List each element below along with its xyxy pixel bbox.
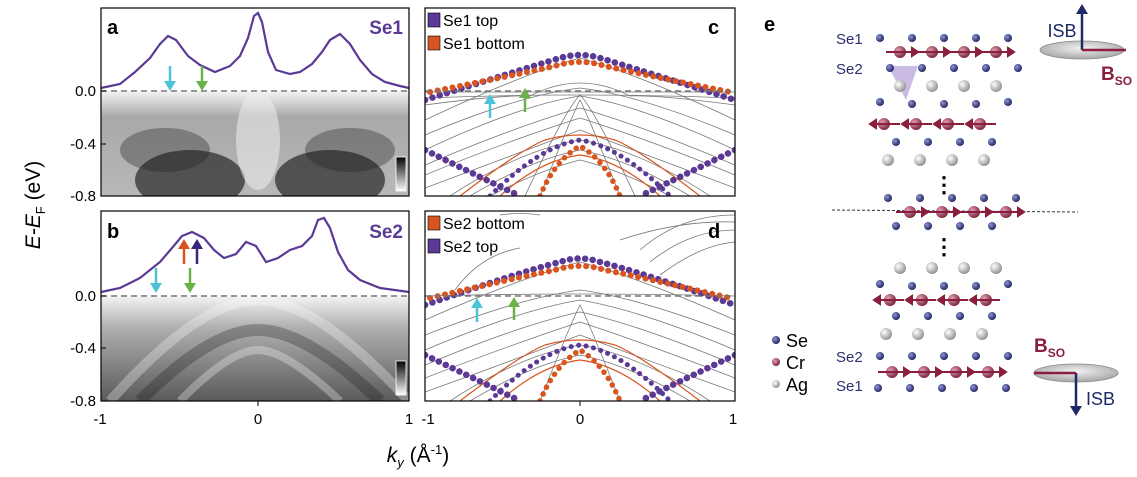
bso-label-top: BSO (1101, 64, 1132, 88)
y-tick-top-2: -0.8 (70, 188, 96, 205)
panel-c-weights (425, 51, 735, 196)
panel-c-frame (424, 7, 736, 197)
y-tick-marks (101, 90, 581, 406)
isb-diagram-top: ISB BSO (1039, 4, 1132, 88)
panel-d-weights (425, 255, 735, 401)
x-tick-cd-0: -1 (421, 411, 434, 428)
legend-cr-label: Cr (786, 353, 805, 373)
panel-b-orange-arrow (178, 239, 190, 264)
panel-b-edc-curve (100, 216, 410, 294)
label-se2-bottom: Se2 (836, 349, 863, 366)
panel-c-legend-swatch-top (427, 12, 441, 28)
x-tick-cd-2: 1 (729, 411, 737, 428)
y-tick-top-0: 0.0 (75, 83, 96, 100)
panel-b-green-arrow (184, 268, 196, 293)
bso-label-bottom: BSO (1034, 336, 1065, 360)
panel-d-letter: d (708, 221, 720, 243)
panel-c-legend-swatch-bottom (427, 35, 441, 51)
isb-label-top: ISB (1047, 21, 1076, 41)
panel-b-bands (106, 294, 409, 401)
legend-se-atom (772, 336, 780, 344)
panel-c-green-arrow (519, 88, 531, 112)
x-axis-label: ky (Å-1) (387, 442, 449, 470)
panel-c-legend-top: Se1 top (443, 13, 498, 30)
panel-e: e Se1 Se2 Se2 Se1 (764, 4, 1132, 416)
isb-label-bottom: ISB (1086, 389, 1115, 409)
panel-a: a Se1 (100, 7, 410, 197)
panel-d-legend-swatch-bottom (427, 215, 441, 231)
label-se1-bottom: Se1 (836, 378, 863, 395)
atom-layer-bottom (872, 262, 1012, 392)
x-tick-ab-1: 0 (254, 411, 262, 428)
legend-ag-label: Ag (786, 375, 808, 395)
x-tick-ab-0: -1 (93, 411, 106, 428)
panel-b-letter: b (107, 221, 119, 243)
panel-b-arpes-image (101, 295, 409, 401)
y-axis-label: E-EF (eV) (22, 161, 48, 249)
panel-d-green-arrow (508, 297, 520, 320)
panel-d-legend-bottom: Se2 bottom (443, 216, 525, 233)
atom-layer-middle (831, 194, 1079, 230)
legend-ag-atom (772, 380, 780, 388)
panel-d: Se2 bottom Se2 top d (424, 210, 736, 402)
y-tick-bot-1: -0.4 (70, 340, 96, 357)
panel-a-frame (100, 7, 410, 197)
isb-diagram-bottom: BSO ISB (1033, 336, 1119, 416)
panel-c-orange-bands (459, 134, 701, 196)
panel-d-cyan-arrow (471, 298, 483, 322)
atom-layer-top (868, 34, 1022, 166)
panel-a-green-arrow (196, 66, 208, 91)
panel-b-cyan-arrow (150, 268, 162, 293)
y-axis-ticks: 0.0 -0.4 -0.8 0.0 -0.4 -0.8 (70, 83, 96, 410)
panel-d-legend-top: Se2 top (443, 239, 498, 256)
legend-cr-atom (772, 358, 780, 366)
y-tick-bot-2: -0.8 (70, 393, 96, 410)
x-tick-cd-1: 0 (576, 411, 584, 428)
panel-d-legend-swatch-top (427, 238, 441, 254)
x-axis-ticks: -1 0 1 -1 0 1 (93, 411, 737, 428)
panel-b-label: Se2 (369, 222, 403, 243)
panel-b-colorbar (395, 360, 407, 396)
y-tick-top-1: -0.4 (70, 136, 96, 153)
ellipsis-bottom: ⋮ (933, 234, 955, 259)
panel-a-bands (120, 90, 395, 196)
panel-c: Se1 top Se1 bottom c (424, 7, 736, 197)
label-se1-top: Se1 (836, 31, 863, 48)
label-se2-top: Se2 (836, 61, 863, 78)
panel-b-frame (100, 210, 410, 402)
ellipsis-top: ⋮ (933, 172, 955, 197)
mirror-plane-line (831, 209, 1079, 213)
panel-a-label: Se1 (369, 18, 403, 39)
panel-c-legend-bottom: Se1 bottom (443, 36, 525, 53)
panel-a-colorbar (395, 156, 407, 192)
panel-d-orange-bands (459, 339, 701, 401)
legend-se-label: Se (786, 331, 808, 351)
panel-b: b Se2 (100, 210, 410, 402)
x-tick-ab-2: 1 (405, 411, 413, 428)
y-tick-bot-0: 0.0 (75, 288, 96, 305)
panel-b-purple-arrow (191, 239, 203, 264)
panel-a-letter: a (107, 17, 119, 39)
panel-a-edc-curve (100, 11, 410, 90)
panel-c-cyan-arrow (484, 94, 496, 118)
panel-e-letter: e (764, 14, 775, 36)
panel-a-cyan-arrow (164, 66, 176, 91)
atom-legend: Se Cr Ag (772, 331, 808, 395)
panel-c-letter: c (708, 17, 719, 39)
